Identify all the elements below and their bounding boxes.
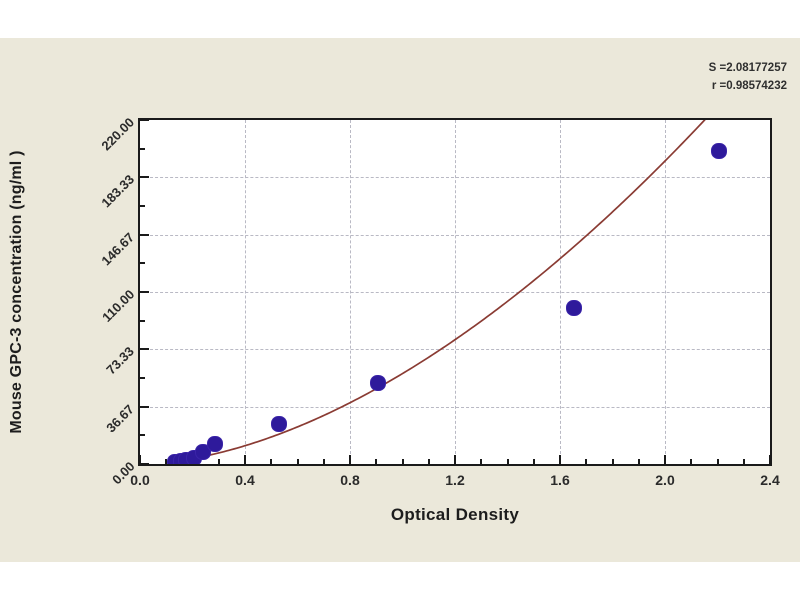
y-tick-major [140,176,149,179]
gridline-vertical [455,120,456,464]
plot-inner-region [140,120,770,464]
data-point-marker [272,417,287,432]
x-tick-minor [690,459,693,464]
x-tick-major [664,455,666,464]
x-tick-minor [217,459,220,464]
y-tick-label: 110.00 [99,286,138,325]
x-tick-minor [611,459,614,464]
x-tick-minor [165,459,168,464]
x-tick-minor [322,459,325,464]
x-tick-label: 1.6 [550,472,570,488]
regression-stats-annotation: S =2.08177257 r =0.98574232 [622,60,787,96]
x-tick-major [140,455,141,464]
correlation-stat-text: r =0.98574232 [711,79,787,92]
y-tick-major [140,463,149,464]
x-tick-minor [296,459,299,464]
data-point-marker [711,144,726,159]
gridline-vertical [350,120,351,464]
gridline-vertical [245,120,246,464]
x-tick-minor [532,459,535,464]
x-tick-minor [506,459,509,464]
x-tick-label: 2.0 [655,472,675,488]
y-tick-major [140,120,149,121]
x-tick-minor [480,459,483,464]
x-tick-label: 0.4 [235,472,255,488]
data-point-marker [196,445,210,460]
y-tick-major [140,291,149,293]
x-tick-label: 0.8 [340,472,360,488]
y-axis-title: Mouse GPC-3 concentration (ng/ml ) [8,150,25,434]
x-axis-title: Optical Density [390,505,520,524]
x-tick-label: 0.0 [130,472,150,488]
plot-area [138,118,772,466]
data-point-marker [178,453,193,464]
y-tick-minor [140,205,145,207]
x-tick-major [349,455,351,464]
x-tick-minor [401,459,404,464]
y-tick-major [140,405,149,408]
data-point-marker [567,300,582,315]
x-tick-minor [637,459,640,464]
x-tick-minor [375,459,378,464]
x-tick-minor [716,459,719,464]
x-tick-minor [270,459,273,464]
y-tick-label: 146.67 [98,229,138,269]
y-tick-major [140,348,149,351]
x-tick-major [244,455,246,464]
slope-stat-text: S =2.08177257 [708,62,787,74]
y-tick-minor [140,147,145,150]
x-tick-major [769,455,770,464]
y-tick-major [140,233,149,236]
fit-curve [172,120,706,463]
y-tick-minor [140,262,145,265]
y-tick-label: 183.33 [98,172,138,211]
data-point-marker [370,375,385,390]
x-axis-tick-labels: 0.0 0.4 0.8 1.2 1.6 2.0 2.4 [130,466,779,494]
x-tick-major [559,455,561,464]
fit-curve-path [172,120,706,463]
gridline-vertical [560,120,561,464]
x-tick-minor [427,459,430,464]
y-tick-minor [140,434,145,437]
data-point-marker [207,437,222,452]
y-tick-minor [140,319,145,322]
x-tick-label: 1.2 [445,472,465,488]
y-tick-minor [140,377,145,379]
x-tick-label: 2.4 [760,472,780,488]
gridline-vertical [665,120,666,464]
x-tick-minor [742,459,745,464]
y-tick-label: 220.00 [98,114,138,154]
x-tick-major [454,455,456,464]
x-tick-minor [585,459,588,464]
